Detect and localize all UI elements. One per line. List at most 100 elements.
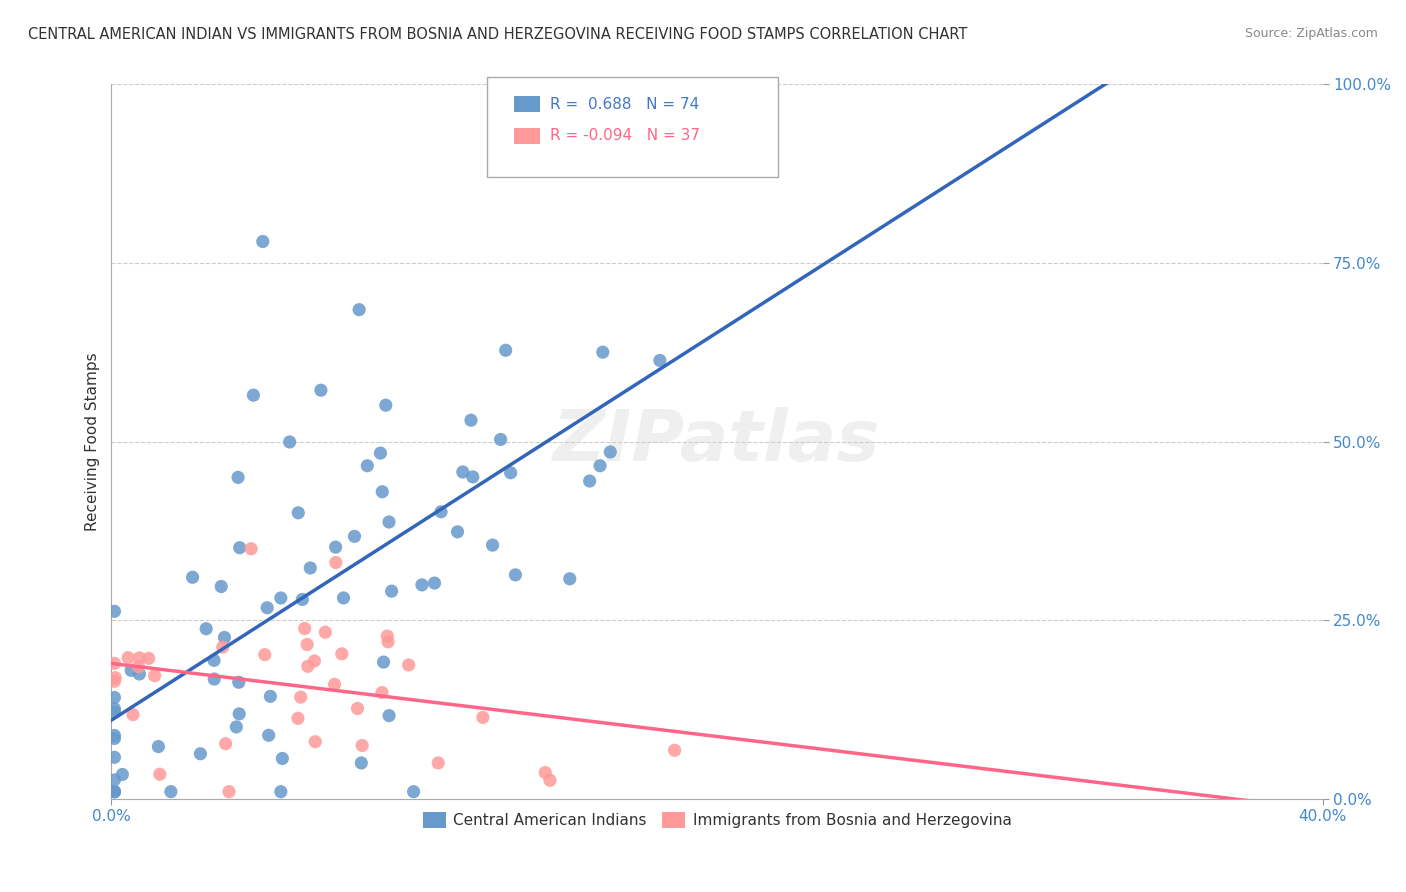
- Point: [352, 739, 374, 753]
- Point: [538, 773, 561, 788]
- Point: [427, 756, 450, 770]
- Point: [103, 604, 125, 618]
- Point: [117, 650, 139, 665]
- Point: [505, 567, 527, 582]
- Point: [160, 785, 183, 799]
- Point: [103, 785, 125, 799]
- Point: [103, 772, 125, 787]
- Point: [375, 629, 398, 643]
- Point: [256, 600, 278, 615]
- Text: R =  0.688   N = 74: R = 0.688 N = 74: [550, 97, 699, 112]
- Point: [378, 708, 401, 723]
- Point: [226, 470, 249, 484]
- Point: [325, 556, 347, 570]
- Point: [323, 677, 346, 691]
- Point: [225, 720, 247, 734]
- Point: [103, 731, 125, 746]
- Point: [287, 711, 309, 725]
- Point: [558, 572, 581, 586]
- Point: [103, 674, 125, 689]
- Point: [299, 561, 322, 575]
- Point: [330, 647, 353, 661]
- Point: [489, 433, 512, 447]
- Point: [371, 685, 394, 699]
- Point: [325, 540, 347, 554]
- Point: [347, 302, 370, 317]
- Point: [242, 388, 264, 402]
- Point: [430, 505, 453, 519]
- Point: [374, 398, 396, 412]
- Point: [294, 622, 316, 636]
- Point: [304, 654, 326, 668]
- Point: [578, 474, 600, 488]
- Point: [371, 484, 394, 499]
- Point: [378, 515, 401, 529]
- Point: [423, 576, 446, 591]
- Point: [287, 506, 309, 520]
- Point: [411, 578, 433, 592]
- Point: [128, 667, 150, 681]
- Point: [128, 651, 150, 665]
- Point: [138, 651, 160, 665]
- Point: [143, 668, 166, 682]
- Point: [103, 750, 125, 764]
- Text: Source: ZipAtlas.com: Source: ZipAtlas.com: [1244, 27, 1378, 40]
- Point: [228, 541, 250, 555]
- Point: [314, 625, 336, 640]
- Point: [499, 466, 522, 480]
- Point: [599, 445, 621, 459]
- Point: [228, 706, 250, 721]
- Point: [122, 707, 145, 722]
- Point: [304, 735, 326, 749]
- Point: [202, 653, 225, 667]
- Point: [297, 659, 319, 673]
- Point: [120, 664, 142, 678]
- Point: [253, 648, 276, 662]
- Point: [195, 622, 218, 636]
- Point: [291, 592, 314, 607]
- Point: [271, 751, 294, 765]
- Point: [592, 345, 614, 359]
- Point: [209, 580, 232, 594]
- Point: [103, 705, 125, 719]
- Point: [495, 343, 517, 358]
- Point: [471, 710, 494, 724]
- Point: [104, 671, 127, 685]
- Point: [309, 383, 332, 397]
- Point: [270, 785, 292, 799]
- Point: [381, 584, 404, 599]
- Point: [664, 743, 686, 757]
- Point: [589, 458, 612, 473]
- Point: [218, 785, 240, 799]
- Text: CENTRAL AMERICAN INDIAN VS IMMIGRANTS FROM BOSNIA AND HERZEGOVINA RECEIVING FOOD: CENTRAL AMERICAN INDIAN VS IMMIGRANTS FR…: [28, 27, 967, 42]
- Y-axis label: Receiving Food Stamps: Receiving Food Stamps: [86, 352, 100, 531]
- Point: [128, 660, 150, 674]
- Point: [481, 538, 503, 552]
- Point: [346, 701, 368, 715]
- Point: [103, 690, 125, 705]
- Point: [343, 529, 366, 543]
- Point: [259, 690, 281, 704]
- Text: ZIPatlas: ZIPatlas: [554, 407, 880, 476]
- Point: [648, 353, 671, 368]
- Point: [181, 570, 204, 584]
- Point: [211, 640, 233, 654]
- Point: [190, 747, 212, 761]
- Point: [446, 524, 468, 539]
- Point: [103, 785, 125, 799]
- FancyBboxPatch shape: [486, 78, 778, 178]
- Point: [252, 235, 274, 249]
- Point: [534, 765, 557, 780]
- Point: [278, 435, 301, 450]
- Point: [370, 446, 392, 460]
- Point: [735, 149, 758, 163]
- Point: [257, 728, 280, 742]
- Text: R = -0.094   N = 37: R = -0.094 N = 37: [550, 128, 700, 144]
- Point: [350, 756, 373, 770]
- Point: [202, 672, 225, 686]
- Point: [228, 675, 250, 690]
- Point: [149, 767, 172, 781]
- Point: [461, 470, 484, 484]
- Point: [356, 458, 378, 473]
- Point: [111, 767, 134, 781]
